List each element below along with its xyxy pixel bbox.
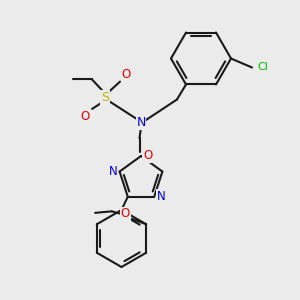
Text: Cl: Cl [257,62,268,73]
Text: O: O [143,149,152,162]
Text: O: O [122,68,130,82]
Text: N: N [109,165,117,178]
Text: N: N [136,116,146,130]
Text: N: N [157,190,165,203]
Text: O: O [80,110,89,123]
Text: O: O [121,207,130,220]
Text: S: S [101,91,109,104]
